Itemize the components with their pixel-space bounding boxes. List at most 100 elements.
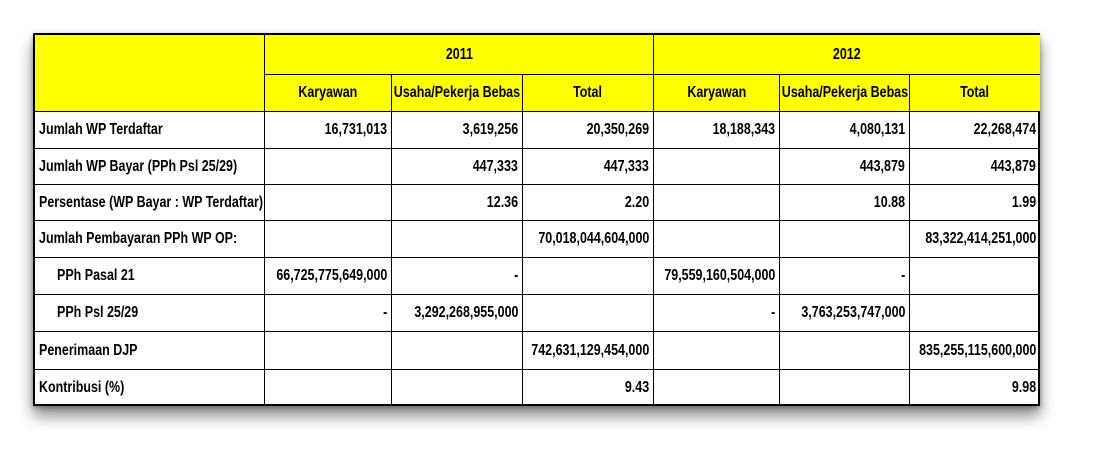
data-cell: - [265, 295, 392, 332]
data-cell-text: 20,350,269 [586, 121, 649, 138]
row-label-text: Jumlah Pembayaran PPh WP OP: [39, 230, 238, 247]
data-cell [654, 149, 780, 185]
data-cell: 70,018,044,604,000 [523, 221, 654, 258]
sub-header: Usaha/Pekerja Bebas [392, 75, 523, 112]
data-cell [654, 185, 780, 221]
sub-header: Karyawan [654, 75, 780, 112]
data-cell [523, 258, 654, 295]
data-cell: 443,879 [780, 149, 910, 185]
row-label-text: Penerimaan DJP [39, 341, 138, 359]
sub-header-text: Usaha/Pekerja Bebas [393, 84, 521, 101]
data-cell-text: 9.43 [624, 379, 649, 396]
data-cell-text: 2.20 [624, 193, 649, 211]
row-label-text: Persentase (WP Bayar : WP Terdaftar) [39, 193, 264, 211]
row-label-text: PPh Psl 25/29 [57, 304, 139, 321]
sub-header-text: Total [960, 84, 990, 101]
data-cell: - [780, 258, 910, 295]
data-cell [392, 370, 523, 406]
data-cell: - [654, 295, 780, 332]
data-cell: - [392, 258, 523, 295]
data-cell: 742,631,129,454,000 [523, 332, 654, 370]
data-cell-text: 70,018,044,604,000 [537, 230, 649, 247]
data-cell: 9.98 [910, 370, 1040, 406]
year-header-text: 2012 [833, 45, 861, 63]
data-cell-text: 447,333 [472, 157, 518, 175]
data-cell: 20,350,269 [523, 112, 654, 149]
data-cell: 66,725,775,649,000 [265, 258, 392, 295]
data-cell-text: 443,879 [990, 157, 1036, 175]
sub-header: Usaha/Pekerja Bebas [780, 75, 910, 112]
data-cell-text: 742,631,129,454,000 [531, 341, 649, 359]
data-cell-text: - [770, 304, 775, 321]
row-label-text: Jumlah WP Bayar (PPh Psl 25/29) [39, 157, 238, 175]
data-cell-text: 835,255,115,600,000 [918, 341, 1036, 359]
data-cell-text: - [513, 267, 518, 284]
data-cell [910, 295, 1040, 332]
year-header: 2011 [265, 35, 654, 75]
data-cell-text: 18,188,343 [712, 121, 775, 138]
data-cell: 447,333 [392, 149, 523, 185]
row-label-text: Jumlah WP Terdaftar [39, 121, 163, 138]
data-cell: 3,763,253,747,000 [780, 295, 910, 332]
data-cell [265, 370, 392, 406]
year-header-text: 2011 [445, 45, 473, 63]
row-label: Penerimaan DJP [35, 332, 265, 370]
row-label: Jumlah WP Terdaftar [35, 112, 265, 149]
data-cell: 22,268,474 [910, 112, 1040, 149]
data-cell-text: - [900, 267, 905, 284]
row-label-text: PPh Pasal 21 [57, 267, 135, 284]
row-label: PPh Pasal 21 [35, 258, 265, 295]
data-cell [780, 221, 910, 258]
data-cell [780, 332, 910, 370]
row-label: Jumlah Pembayaran PPh WP OP: [35, 221, 265, 258]
data-cell-text: 3,292,268,955,000 [413, 304, 518, 321]
data-cell-text: 4,080,131 [849, 121, 905, 138]
data-cell [910, 258, 1040, 295]
year-header: 2012 [654, 35, 1040, 75]
data-cell [392, 332, 523, 370]
data-cell-text: 79,559,160,504,000 [663, 267, 775, 284]
data-cell [523, 295, 654, 332]
sub-header: Total [910, 75, 1040, 112]
data-cell: 443,879 [910, 149, 1040, 185]
data-cell: 447,333 [523, 149, 654, 185]
data-cell: 1.99 [910, 185, 1040, 221]
data-cell [392, 221, 523, 258]
data-cell [265, 185, 392, 221]
data-cell-text: 3,619,256 [462, 121, 518, 138]
data-cell [265, 221, 392, 258]
data-cell: 16,731,013 [265, 112, 392, 149]
data-cell-text: 10.88 [873, 193, 905, 211]
sub-header: Karyawan [265, 75, 392, 112]
data-cell: 10.88 [780, 185, 910, 221]
row-label: PPh Psl 25/29 [35, 295, 265, 332]
data-cell [654, 332, 780, 370]
data-cell [654, 370, 780, 406]
data-cell: 18,188,343 [654, 112, 780, 149]
sub-header-text: Total [573, 84, 603, 101]
sub-header: Total [523, 75, 654, 112]
data-cell [654, 221, 780, 258]
data-cell [780, 370, 910, 406]
data-cell: 12.36 [392, 185, 523, 221]
data-cell: 79,559,160,504,000 [654, 258, 780, 295]
row-label: Persentase (WP Bayar : WP Terdaftar) [35, 185, 265, 221]
data-cell [265, 149, 392, 185]
data-cell-text: - [382, 304, 387, 321]
row-label-text: Kontribusi (%) [39, 379, 125, 396]
data-cell-text: 22,268,474 [973, 121, 1036, 138]
row-label: Kontribusi (%) [35, 370, 265, 406]
data-cell-text: 3,763,253,747,000 [800, 304, 905, 321]
sub-header-text: Usaha/Pekerja Bebas [781, 84, 908, 101]
data-cell-text: 83,322,414,251,000 [924, 230, 1036, 247]
data-cell: 9.43 [523, 370, 654, 406]
data-cell-text: 12.36 [486, 193, 518, 211]
data-cell [265, 332, 392, 370]
data-cell: 835,255,115,600,000 [910, 332, 1040, 370]
sub-header-text: Karyawan [687, 84, 746, 101]
data-cell-text: 443,879 [859, 157, 905, 175]
sub-header-text: Karyawan [298, 84, 358, 101]
data-cell: 3,619,256 [392, 112, 523, 149]
data-cell: 3,292,268,955,000 [392, 295, 523, 332]
